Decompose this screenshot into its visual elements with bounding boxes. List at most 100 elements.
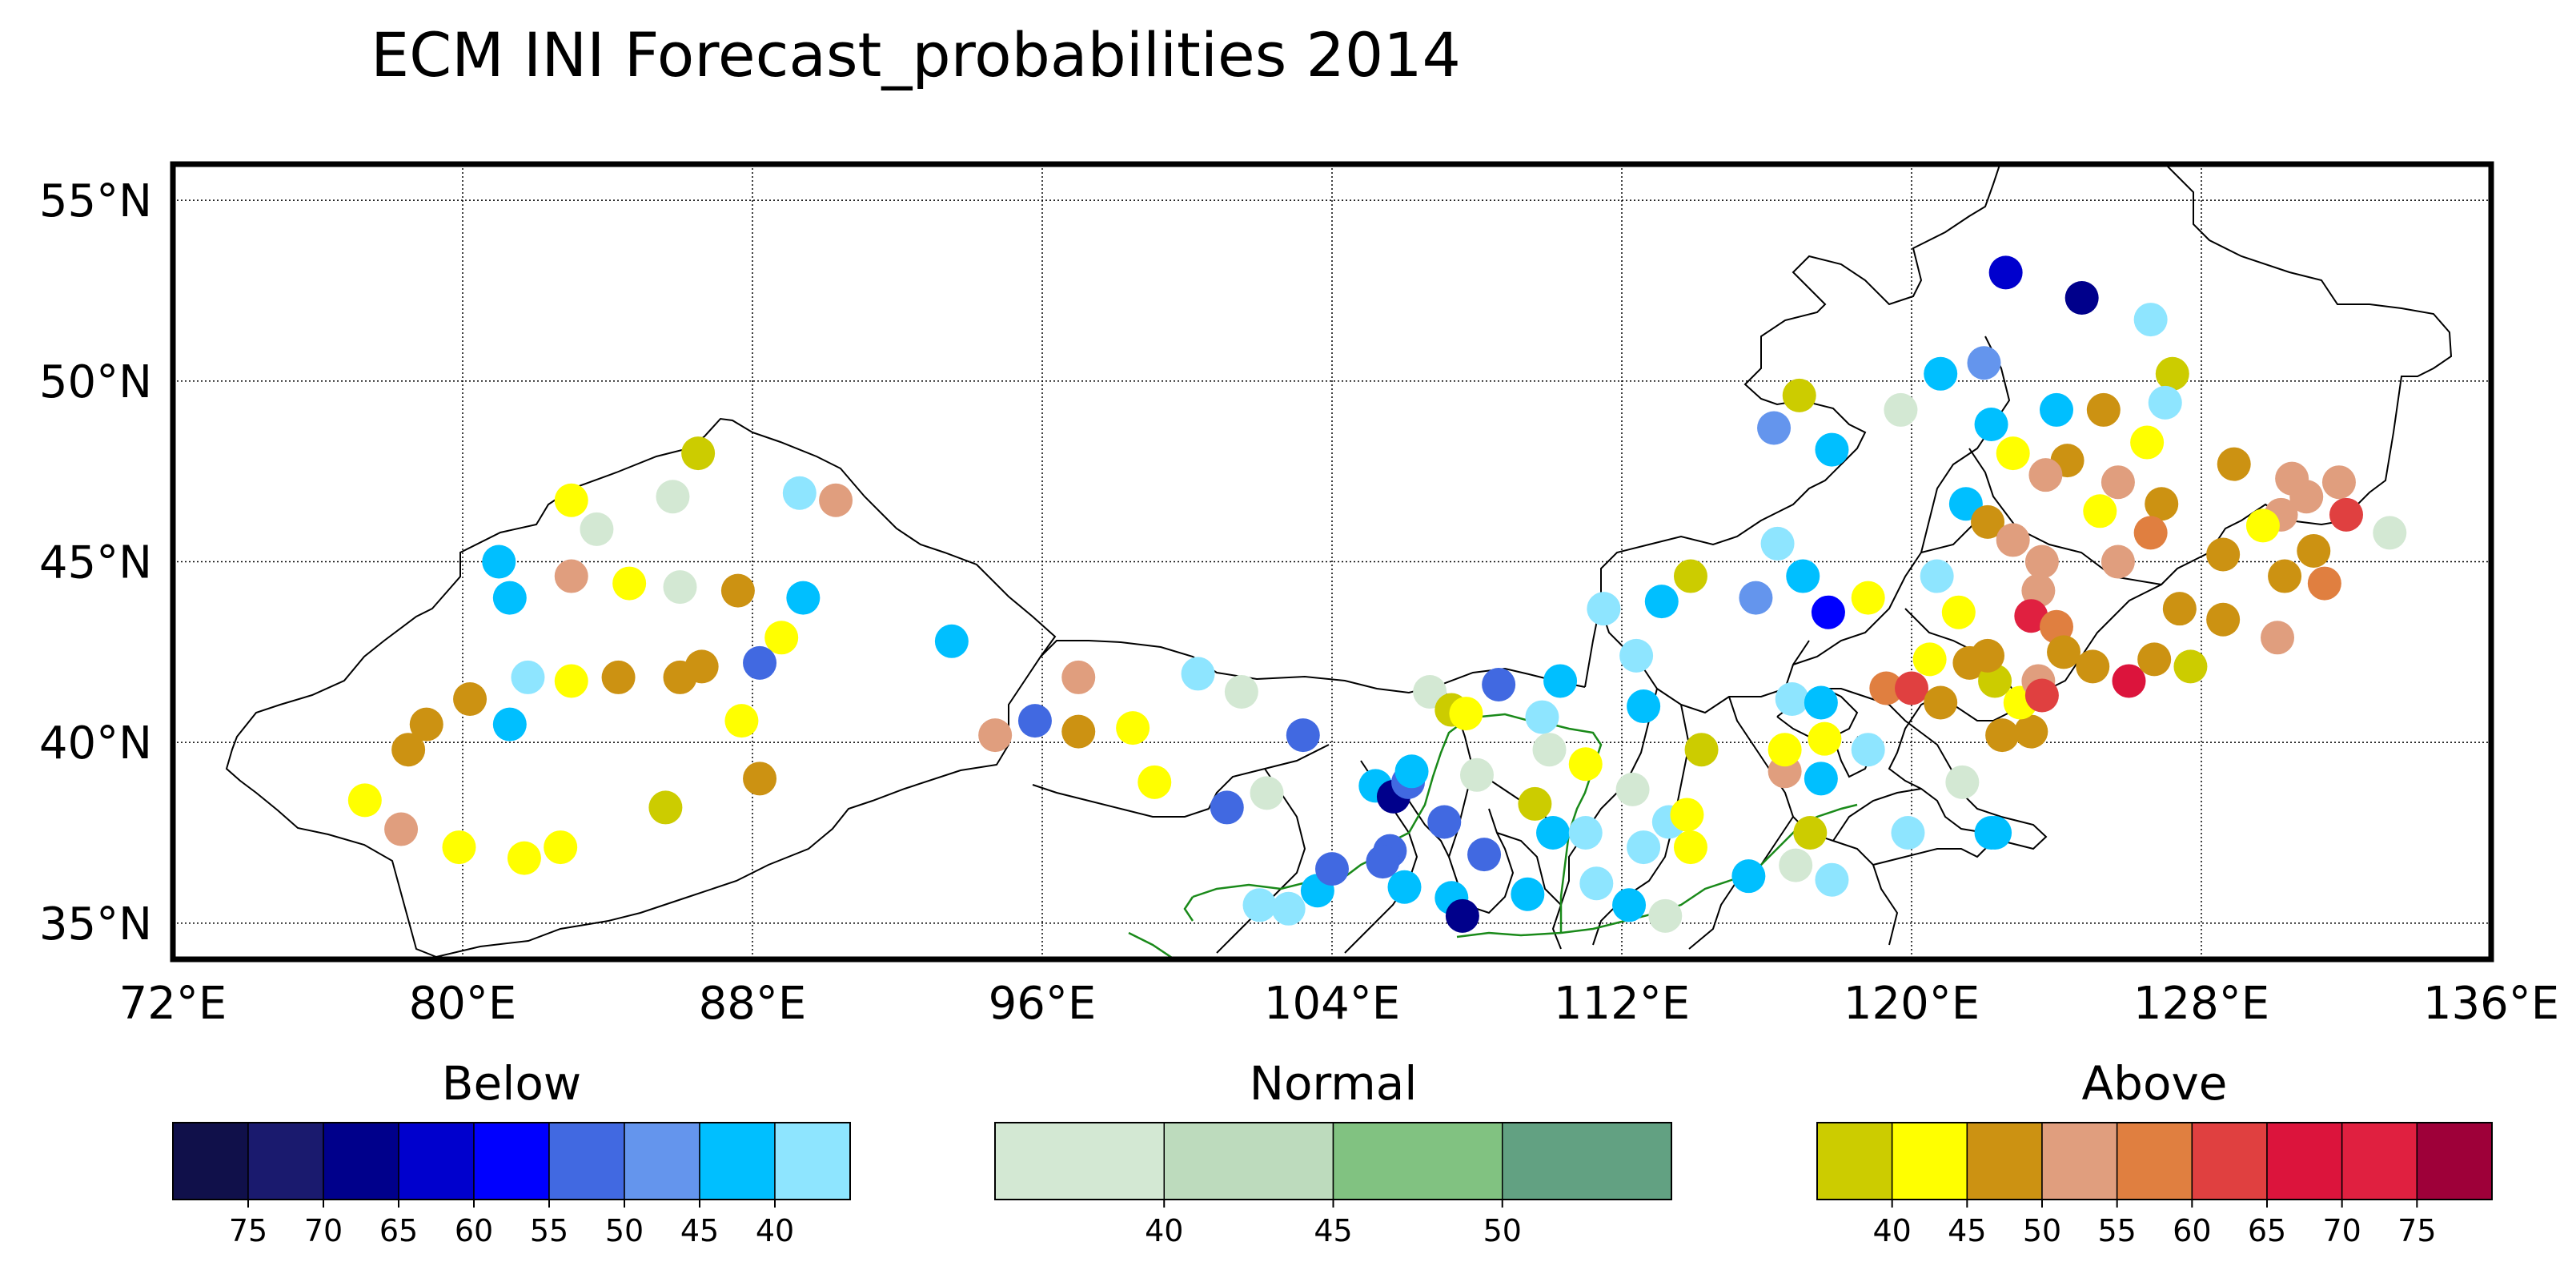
lon-tick-label: 72°E bbox=[119, 978, 227, 1030]
lat-tick-label: 55°N bbox=[39, 175, 152, 227]
station-marker bbox=[2148, 385, 2182, 420]
station-marker bbox=[2268, 559, 2302, 593]
station-marker bbox=[1138, 765, 1172, 799]
station-marker bbox=[764, 621, 799, 655]
station-marker bbox=[1612, 888, 1647, 922]
boundary-xinjiang bbox=[225, 417, 1057, 959]
station-marker bbox=[1793, 816, 1828, 850]
colorbar-swatch bbox=[1891, 1122, 1968, 1200]
colorbar-legends: Below 75 70 65 60 55 50 45 40 Normal 40 45 50 Above 40… bbox=[172, 1056, 2493, 1248]
station-marker bbox=[1815, 862, 1849, 897]
station-marker bbox=[1315, 852, 1349, 886]
station-marker bbox=[1525, 700, 1559, 734]
boundary-jilin-heilongjiang bbox=[1792, 336, 2162, 697]
station-marker bbox=[1851, 581, 1885, 615]
station-marker bbox=[1869, 671, 1904, 705]
station-marker bbox=[1181, 657, 1215, 691]
station-marker bbox=[1978, 664, 2012, 698]
station-marker bbox=[2162, 592, 2197, 626]
station-marker bbox=[1967, 346, 2001, 380]
station-marker bbox=[2297, 533, 2331, 568]
lat-tick-label: 35°N bbox=[39, 898, 152, 950]
colorbar-tick-label: 55 bbox=[530, 1213, 568, 1248]
station-marker bbox=[1250, 776, 1284, 810]
station-marker bbox=[2289, 480, 2324, 514]
map-frame bbox=[170, 161, 2494, 963]
station-marker bbox=[347, 783, 382, 818]
station-marker bbox=[1210, 790, 1244, 825]
station-marker bbox=[1627, 830, 1661, 865]
station-marker bbox=[2373, 516, 2407, 550]
lon-tick-label: 136°E bbox=[2423, 978, 2559, 1030]
station-marker bbox=[663, 570, 697, 605]
station-marker bbox=[2130, 425, 2165, 460]
station-marker bbox=[554, 483, 588, 517]
colorbar-title: Normal bbox=[1250, 1056, 1418, 1111]
station-marker bbox=[1445, 898, 1479, 933]
colorbar-swatch bbox=[548, 1122, 625, 1200]
station-marker bbox=[1394, 754, 1429, 789]
colorbar-swatch bbox=[247, 1122, 324, 1200]
lon-tick-label: 128°E bbox=[2133, 978, 2269, 1030]
station-marker bbox=[2047, 635, 2081, 669]
colorbar-swatch bbox=[2041, 1122, 2118, 1200]
colorbar-tick-label: 70 bbox=[2322, 1213, 2361, 1248]
lon-tick-label: 120°E bbox=[1844, 978, 1980, 1030]
station-marker bbox=[442, 830, 476, 865]
station-marker bbox=[1116, 711, 1150, 746]
station-marker bbox=[1271, 891, 1306, 926]
station-marker bbox=[1568, 747, 1603, 782]
colorbar-swatch bbox=[323, 1122, 399, 1200]
colorbar-title: Above bbox=[2082, 1056, 2228, 1111]
station-marker bbox=[1767, 733, 1802, 767]
station-marker bbox=[2137, 642, 2172, 677]
colorbar-frame bbox=[1816, 1122, 2493, 1200]
station-marker bbox=[2307, 566, 2341, 601]
station-marker bbox=[1971, 638, 2005, 673]
station-marker bbox=[1808, 721, 1842, 756]
lat-tick-label: 50°N bbox=[39, 356, 152, 408]
colorbar-tick-label: 50 bbox=[2023, 1213, 2061, 1248]
station-marker bbox=[1511, 877, 1545, 911]
station-marker bbox=[1739, 581, 1773, 615]
station-marker bbox=[554, 664, 588, 698]
colorbar-tick-label: 45 bbox=[1314, 1213, 1352, 1248]
station-marker bbox=[601, 660, 636, 694]
station-marker bbox=[2014, 714, 2048, 749]
station-marker bbox=[1286, 718, 1320, 753]
colorbar-swatch bbox=[1502, 1122, 1672, 1200]
station-marker bbox=[1757, 411, 1792, 445]
colorbar-tick-label: 70 bbox=[304, 1213, 343, 1248]
station-marker bbox=[2024, 545, 2059, 579]
station-marker bbox=[648, 790, 683, 825]
station-marker bbox=[2261, 621, 2295, 655]
station-marker bbox=[492, 581, 527, 615]
colorbar-tick-label: 50 bbox=[1483, 1213, 1522, 1248]
colorbar-tick-label: 75 bbox=[229, 1213, 267, 1248]
station-marker bbox=[1536, 816, 1571, 850]
station-marker bbox=[1061, 660, 1096, 694]
station-marker bbox=[1974, 816, 2008, 850]
colorbar-swatch bbox=[624, 1122, 700, 1200]
colorbar-swatch bbox=[699, 1122, 776, 1200]
station-marker bbox=[1974, 407, 2008, 441]
station-marker bbox=[1648, 898, 1683, 933]
station-marker bbox=[409, 707, 443, 741]
lon-tick-label: 80°E bbox=[409, 978, 517, 1030]
colorbar-tick-label: 60 bbox=[2173, 1213, 2211, 1248]
station-marker bbox=[1971, 504, 2005, 539]
station-marker bbox=[1891, 816, 1925, 850]
colorbar-tick-label: 40 bbox=[1145, 1213, 1183, 1248]
lon-tick-label: 96°E bbox=[989, 978, 1097, 1030]
station-marker bbox=[2028, 458, 2063, 492]
station-marker bbox=[2064, 281, 2099, 315]
colorbar-swatch bbox=[473, 1122, 550, 1200]
station-marker bbox=[743, 762, 777, 796]
station-marker bbox=[554, 559, 588, 593]
station-marker bbox=[782, 476, 817, 510]
station-marker bbox=[2206, 602, 2241, 637]
station-marker bbox=[1985, 718, 2020, 753]
station-marker bbox=[1804, 685, 1838, 720]
map-title: ECM INI Forecast_probabilities 2014 bbox=[371, 19, 1461, 90]
colorbar-below: Below 75 70 65 60 55 50 45 40 bbox=[172, 1056, 851, 1248]
